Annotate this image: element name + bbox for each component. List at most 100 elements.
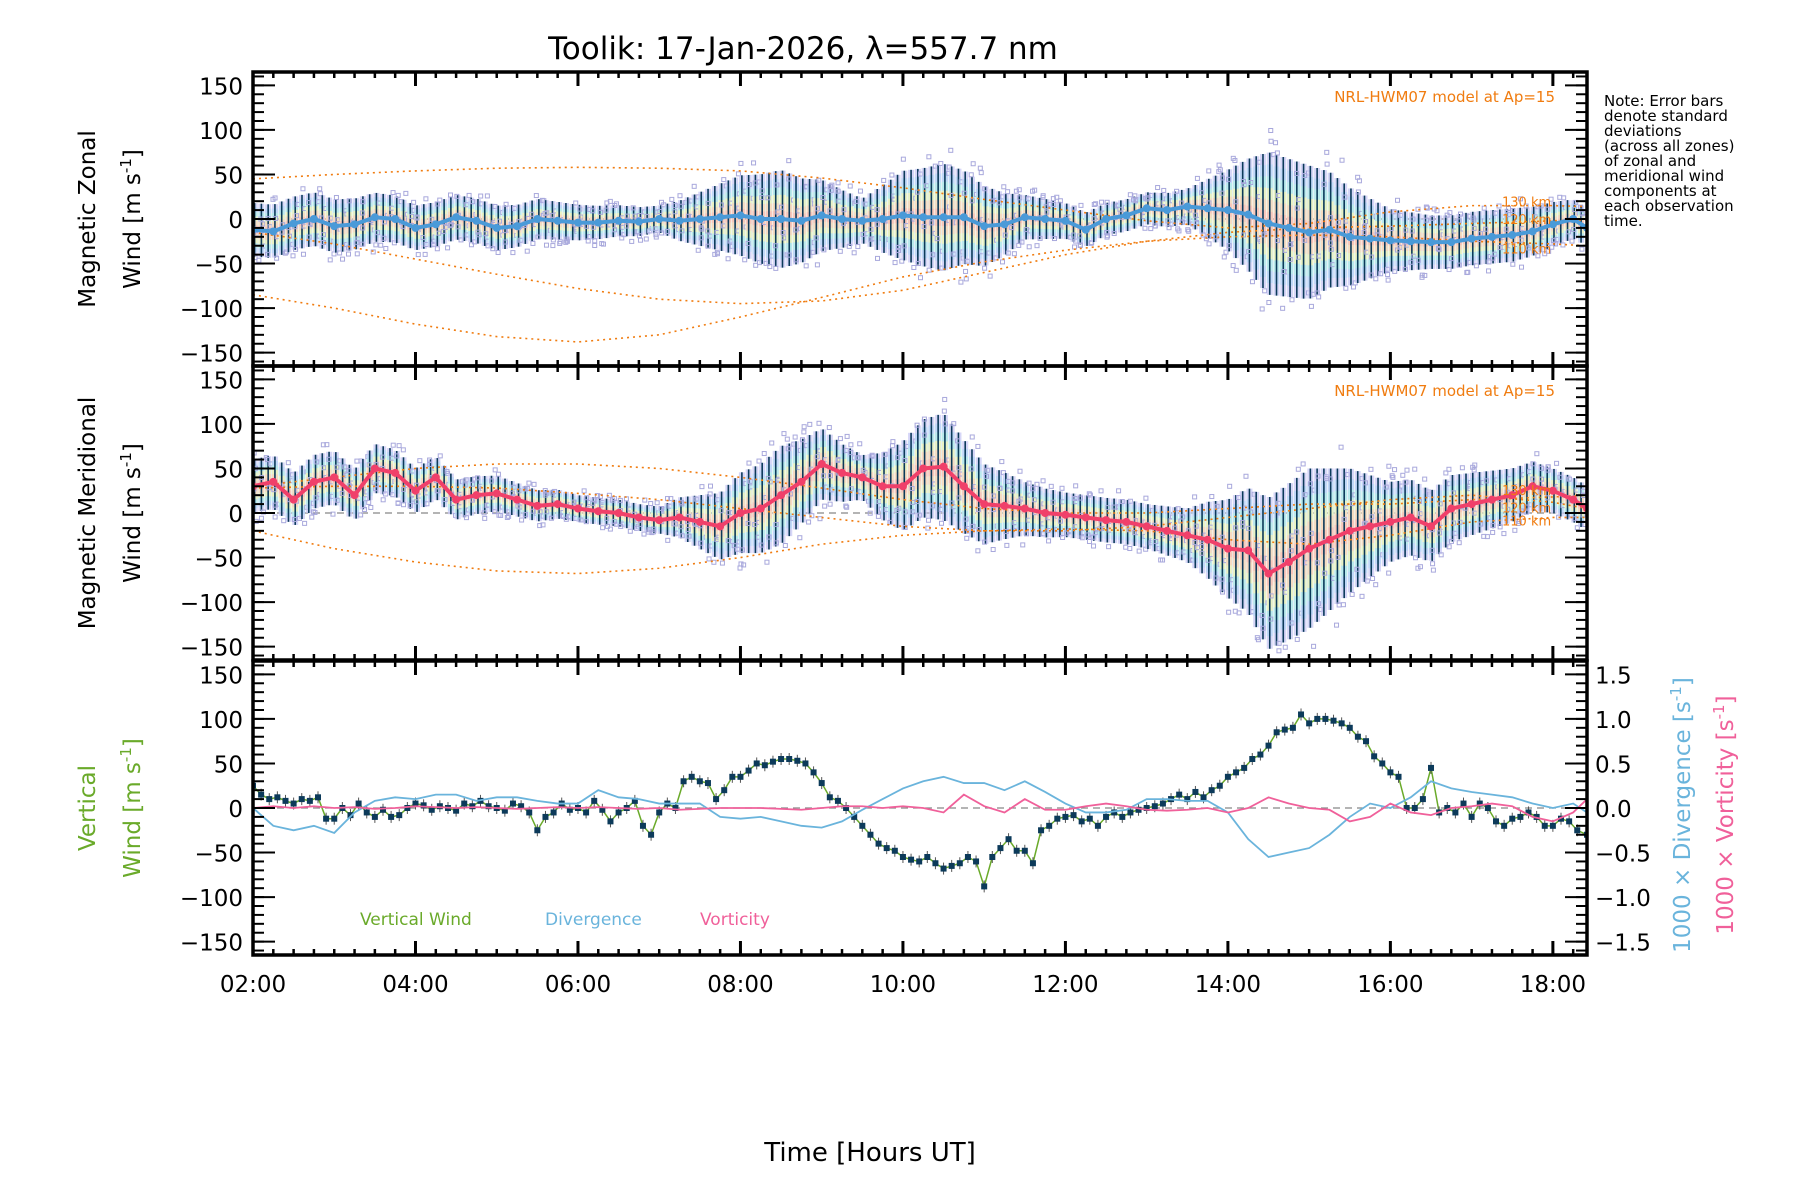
- zone-sample-marker: [875, 255, 881, 261]
- zone-sample-marker: [1194, 175, 1200, 181]
- zone-sample-marker: [1471, 225, 1477, 231]
- zone-sample-marker: [258, 515, 264, 521]
- mean-wind-point: [1223, 206, 1232, 215]
- zone-sample-marker: [272, 514, 278, 520]
- zone-sample-marker: [1294, 205, 1300, 211]
- zone-sample-marker: [366, 462, 372, 468]
- zone-sample-marker: [1569, 238, 1575, 244]
- zone-sample-marker: [470, 199, 476, 205]
- zone-sample-marker: [317, 191, 323, 197]
- zone-sample-marker: [429, 216, 435, 222]
- y-tick-label: 150: [199, 74, 243, 100]
- zone-sample-marker: [1276, 640, 1282, 646]
- zone-sample-marker: [1359, 593, 1365, 599]
- zone-sample-marker: [592, 497, 598, 503]
- zone-sample-marker: [711, 559, 717, 565]
- zone-sample-marker: [354, 251, 360, 257]
- mean-wind-point: [1061, 510, 1070, 519]
- zone-sample-marker: [306, 200, 312, 206]
- zone-sample-marker: [911, 264, 917, 270]
- zone-sample-marker: [1086, 538, 1092, 544]
- zone-sample-marker: [1566, 229, 1572, 235]
- zone-sample-marker: [664, 228, 670, 234]
- zone-sample-marker: [1404, 467, 1410, 473]
- mean-wind-point: [634, 217, 643, 226]
- mean-wind-point: [1244, 546, 1253, 555]
- zone-sample-marker: [282, 250, 288, 256]
- zone-sample-marker: [874, 221, 880, 227]
- mean-wind-point: [878, 215, 887, 223]
- zone-sample-marker: [926, 267, 932, 273]
- zone-sample-marker: [379, 454, 385, 460]
- zone-sample-marker: [334, 464, 340, 470]
- zone-sample-marker: [1268, 616, 1274, 622]
- zone-sample-marker: [637, 237, 643, 243]
- zone-sample-marker: [860, 231, 866, 237]
- mean-wind-point: [1122, 517, 1131, 526]
- zone-sample-marker: [1490, 522, 1496, 528]
- zone-sample-marker: [313, 495, 319, 501]
- mean-wind-point: [1162, 526, 1171, 535]
- zone-sample-marker: [1530, 461, 1536, 467]
- zone-sample-marker: [1059, 485, 1065, 491]
- zone-sample-marker: [1040, 194, 1046, 200]
- zone-sample-marker: [725, 538, 731, 544]
- zone-sample-marker: [822, 503, 828, 509]
- altitude-label: 110 km: [1502, 514, 1551, 529]
- zone-sample-marker: [354, 458, 360, 464]
- zone-sample-marker: [930, 252, 936, 258]
- zone-sample-marker: [1259, 612, 1265, 618]
- zone-sample-marker: [1316, 601, 1322, 607]
- zone-sample-marker: [1051, 201, 1057, 207]
- zone-sample-marker: [1227, 483, 1233, 489]
- mean-wind-point: [858, 473, 867, 482]
- zone-sample-marker: [1302, 492, 1308, 498]
- zone-sample-marker: [337, 250, 343, 256]
- zone-sample-marker: [821, 247, 827, 253]
- zone-sample-marker: [314, 459, 320, 465]
- zone-sample-marker: [550, 237, 556, 243]
- zone-sample-marker: [1447, 210, 1453, 216]
- y-label-text: Wind [m s: [120, 467, 146, 583]
- zone-sample-marker: [914, 499, 920, 505]
- zone-sample-marker: [396, 443, 402, 449]
- zone-sample-marker: [519, 517, 525, 523]
- zone-sample-marker: [1327, 240, 1333, 246]
- zone-sample-marker: [889, 172, 895, 178]
- zone-sample-marker: [1280, 582, 1286, 588]
- zone-sample-marker: [462, 482, 468, 488]
- zone-sample-marker: [1446, 267, 1452, 273]
- mean-wind-point: [1244, 210, 1253, 219]
- zone-sample-marker: [1532, 214, 1538, 220]
- zone-sample-marker: [752, 522, 758, 528]
- zone-sample-marker: [381, 235, 387, 241]
- zone-sample-marker: [415, 252, 421, 258]
- zone-sample-marker: [1436, 530, 1442, 536]
- zone-sample-marker: [1315, 473, 1321, 479]
- zone-sample-marker: [820, 195, 826, 201]
- zone-sample-marker: [317, 186, 323, 192]
- mean-wind-point: [1305, 544, 1314, 553]
- mean-wind-point: [391, 468, 400, 477]
- zone-sample-marker: [1241, 182, 1247, 188]
- mean-wind-point: [898, 211, 907, 220]
- y-axis-label-line1: Magnetic Meridional: [75, 397, 101, 630]
- zone-sample-marker: [444, 468, 450, 474]
- zone-sample-marker: [1534, 451, 1540, 457]
- zone-sample-marker: [1260, 625, 1266, 631]
- zone-sample-marker: [1444, 212, 1450, 218]
- zone-sample-marker: [1219, 190, 1225, 196]
- zone-sample-marker: [1132, 193, 1138, 199]
- zone-sample-marker: [448, 192, 454, 198]
- zone-sample-marker: [801, 424, 807, 430]
- mean-wind-point: [1041, 215, 1050, 223]
- mean-wind-point: [269, 477, 278, 486]
- zone-sample-marker: [889, 443, 895, 449]
- zone-sample-marker: [1057, 198, 1063, 204]
- zone-sample-marker: [896, 505, 902, 511]
- zone-sample-marker: [272, 195, 278, 201]
- zone-sample-marker: [1516, 518, 1522, 524]
- zone-sample-marker: [806, 519, 812, 525]
- mean-wind-point: [655, 516, 664, 525]
- zone-sample-marker: [1287, 242, 1293, 248]
